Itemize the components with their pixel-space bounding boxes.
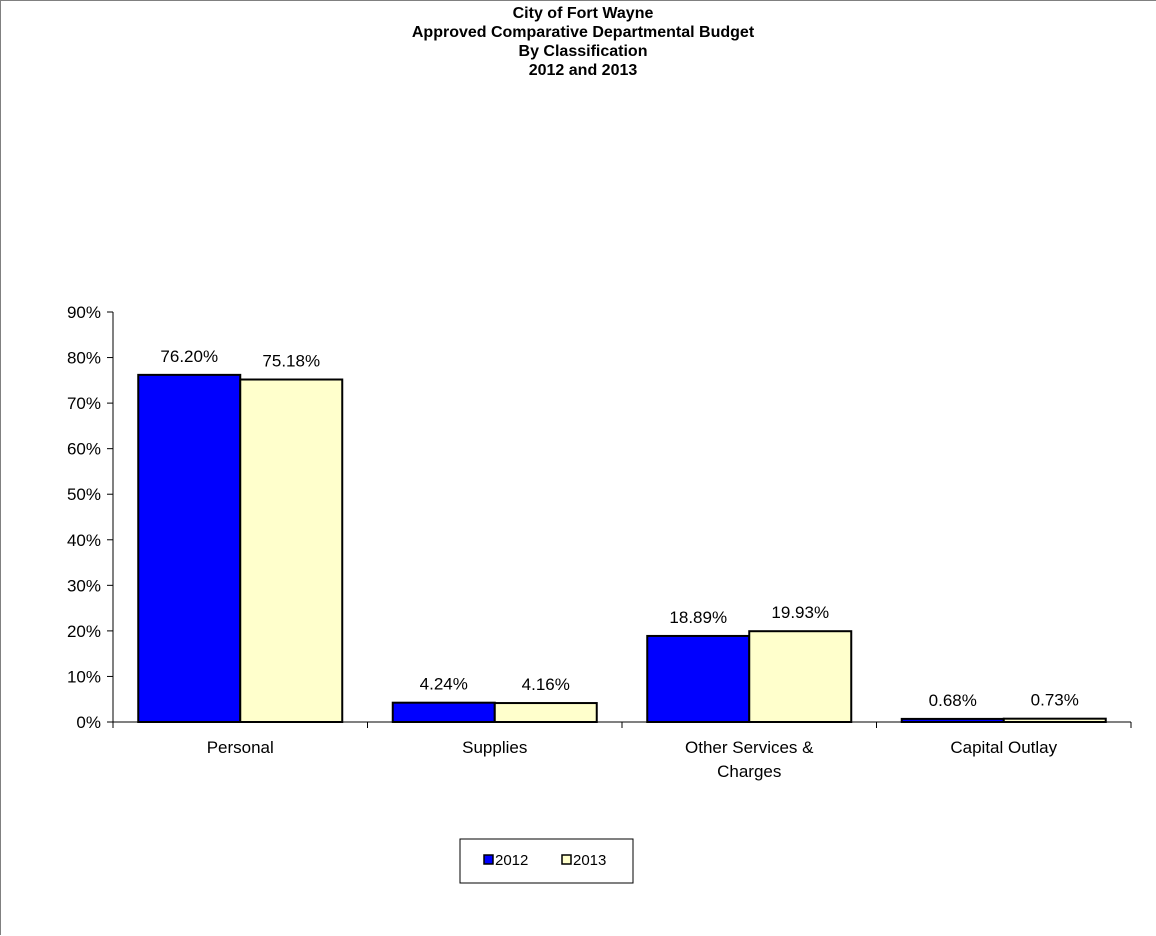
chart-title-line: 2012 and 2013: [529, 62, 638, 79]
chart-title-line: City of Fort Wayne: [513, 5, 654, 22]
y-tick-label: 40%: [67, 531, 101, 550]
y-tick-label: 70%: [67, 394, 101, 413]
x-axis-categories: Personal Supplies Other Services & Charges C…: [207, 738, 1058, 781]
category-label: Charges: [717, 762, 781, 781]
bar-2013: [748, 630, 853, 723]
chart-title-line: By Classification: [519, 43, 648, 60]
bar-2012: [646, 634, 751, 723]
legend-swatch-2012: [483, 854, 494, 865]
bar-2013: [239, 378, 344, 723]
y-tick-label: 80%: [67, 349, 101, 368]
category-label: Personal: [207, 738, 274, 757]
y-tick-label: 0%: [76, 713, 101, 732]
legend-label-2012: 2012: [495, 852, 528, 869]
data-label: 4.16%: [522, 675, 570, 694]
y-tick-label: 50%: [67, 485, 101, 504]
data-label: 19.93%: [771, 603, 829, 622]
category-label: Capital Outlay: [950, 738, 1057, 757]
chart-title-line: Approved Comparative Departmental Budget: [412, 24, 755, 41]
bars: [137, 373, 1107, 724]
data-label: 4.24%: [420, 675, 468, 694]
bar-2012: [137, 373, 242, 723]
y-tick-label: 60%: [67, 440, 101, 459]
y-tick-label: 10%: [67, 667, 101, 686]
legend-label-2013: 2013: [573, 852, 606, 869]
y-tick-label: 20%: [67, 622, 101, 641]
category-label: Supplies: [462, 738, 527, 757]
y-tick-label: 90%: [67, 303, 101, 322]
data-label: 18.89%: [669, 608, 727, 627]
y-tick-label: 30%: [67, 576, 101, 595]
chart-title: City of Fort Wayne Approved Comparative D…: [412, 5, 755, 79]
bar-2012: [391, 701, 496, 724]
category-label: Other Services &: [685, 738, 814, 757]
bar-2012: [900, 717, 1005, 723]
data-label: 76.20%: [160, 347, 218, 366]
legend-swatch-2013: [561, 854, 572, 865]
bar-2013: [1002, 717, 1107, 723]
data-label: 0.68%: [929, 691, 977, 710]
bar-2013: [493, 702, 598, 723]
data-labels: 76.20% 75.18% 4.24% 4.16% 18.89% 19.93% 0.68% 0…: [160, 347, 1078, 710]
data-label: 75.18%: [262, 352, 320, 371]
y-axis: 0% 10% 20% 30% 40% 50% 60% 70% 80% 90%: [67, 303, 1132, 732]
data-label: 0.73%: [1031, 691, 1079, 710]
legend: 2012 2013: [459, 838, 634, 884]
